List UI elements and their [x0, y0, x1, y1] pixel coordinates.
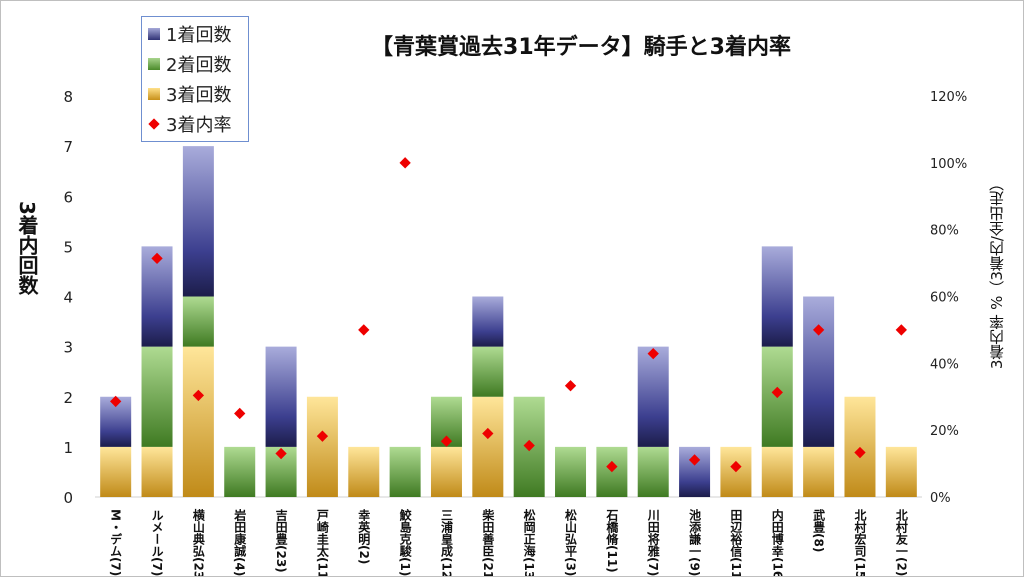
- y2-tick-label: 100%: [930, 157, 967, 172]
- rate-marker: [647, 347, 659, 360]
- bar-3rd: [844, 396, 876, 497]
- legend-item-rate: 3着内率: [148, 111, 231, 137]
- bar-2nd: [389, 446, 421, 497]
- y-tick-label: 7: [63, 138, 73, 156]
- legend-item-1st: 1着回数: [148, 21, 231, 47]
- rate-marker: [399, 157, 411, 169]
- bar-3rd: [348, 446, 380, 497]
- x-tick-label: 鮫島克駿(1): [398, 508, 412, 576]
- x-tick-label: 戸崎圭太(11): [315, 509, 329, 576]
- legend-item-3rd: 3着回数: [148, 81, 231, 107]
- x-tick-label: 横山典弘(23): [191, 508, 205, 576]
- y-tick-label: 5: [63, 238, 73, 256]
- legend-swatch: [148, 28, 160, 40]
- legend-label: 3着回数: [166, 85, 232, 106]
- legend: 1着回数 2着回数 3着回数 3着内率: [141, 16, 249, 142]
- bar-2nd: [224, 446, 256, 497]
- bar-3rd: [141, 446, 173, 497]
- x-tick-label: 松岡正海(13): [522, 508, 536, 576]
- bar-1st: [803, 296, 835, 447]
- rate-marker: [234, 407, 246, 420]
- x-tick-label: 池添謙一(9): [688, 508, 702, 576]
- legend-swatch: [148, 58, 160, 70]
- bar-2nd: [555, 446, 587, 497]
- rate-marker: [606, 460, 618, 473]
- rate-marker: [895, 324, 907, 336]
- bar-2nd: [472, 346, 504, 397]
- legend-swatch: [148, 88, 160, 100]
- rate-marker: [730, 460, 742, 473]
- chart-title: 【青葉賞過去31年データ】騎手と3着内率: [371, 35, 791, 60]
- x-tick-label: M・デム(7): [109, 509, 123, 576]
- rate-marker: [275, 447, 287, 460]
- bar-1st: [637, 346, 669, 447]
- y2-tick-label: 0%: [930, 491, 951, 506]
- y-tick-label: 4: [63, 289, 73, 307]
- rate-marker: [151, 252, 163, 265]
- x-tick-label: ルメール(7): [150, 509, 164, 576]
- x-tick-label: 内田博幸(16): [770, 508, 784, 576]
- x-tick-label: 田辺裕信(11): [729, 509, 743, 576]
- y2-tick-label: 20%: [930, 424, 959, 439]
- legend-label: 2着回数: [166, 55, 232, 76]
- y-tick-label: 0: [63, 489, 73, 507]
- legend-item-2nd: 2着回数: [148, 51, 231, 77]
- y-tick-label: 2: [63, 389, 73, 407]
- x-tick-label: 北村友一(2): [894, 508, 908, 576]
- x-tick-label: 川田将雅(7): [646, 509, 660, 576]
- y-axis-label: 3着内回数: [15, 201, 39, 295]
- rate-marker: [482, 427, 494, 440]
- bar-2nd: [141, 346, 173, 447]
- x-tick-label: 岩田康誠(4): [233, 508, 247, 576]
- legend-label: 3着内率: [166, 115, 232, 136]
- rate-marker: [771, 386, 783, 399]
- rate-marker: [688, 454, 701, 466]
- y2-tick-label: 40%: [930, 357, 959, 372]
- y2-tick-label: 80%: [930, 224, 959, 239]
- bar-1st: [472, 296, 504, 347]
- bar-2nd: [182, 296, 214, 347]
- y2-tick-label: 60%: [930, 291, 959, 306]
- bar-3rd: [885, 446, 917, 497]
- bar-3rd: [472, 396, 504, 497]
- bar-3rd: [803, 446, 835, 497]
- y2-tick-label: 120%: [930, 90, 967, 105]
- rate-marker: [316, 430, 329, 442]
- x-tick-label: 柴田善臣(21): [481, 508, 495, 576]
- rate-marker: [564, 380, 577, 392]
- bar-3rd: [761, 446, 793, 497]
- bar-3rd: [430, 446, 462, 497]
- bar-1st: [761, 246, 793, 347]
- bar-3rd: [100, 446, 132, 497]
- x-tick-label: 三浦皇成(12): [439, 509, 453, 576]
- x-tick-label: 松山弘平(3): [564, 508, 578, 576]
- x-tick-label: 幸英明(2): [357, 508, 371, 565]
- y-tick-label: 3: [63, 339, 73, 357]
- x-tick-label: 北村宏司(15): [853, 508, 867, 576]
- x-tick-label: 石橋脩(11): [605, 509, 619, 573]
- legend-marker: [148, 118, 160, 130]
- bar-1st: [265, 346, 297, 447]
- rate-marker: [812, 324, 825, 336]
- y-tick-label: 6: [63, 188, 73, 206]
- y-tick-label: 1: [63, 439, 73, 457]
- bar-1st: [182, 146, 214, 297]
- y-tick-label: 8: [63, 88, 73, 106]
- legend-label: 1着回数: [166, 25, 232, 46]
- x-tick-label: 吉田豊(23): [274, 508, 288, 573]
- bar-3rd: [182, 346, 214, 497]
- rate-marker: [440, 435, 453, 447]
- bar-2nd: [637, 446, 669, 497]
- rate-marker: [854, 446, 866, 459]
- x-tick-label: 武豊(8): [812, 508, 826, 553]
- rate-marker: [523, 439, 535, 452]
- rate-marker: [358, 324, 370, 336]
- rate-marker: [192, 389, 205, 402]
- bar-3rd: [306, 396, 338, 497]
